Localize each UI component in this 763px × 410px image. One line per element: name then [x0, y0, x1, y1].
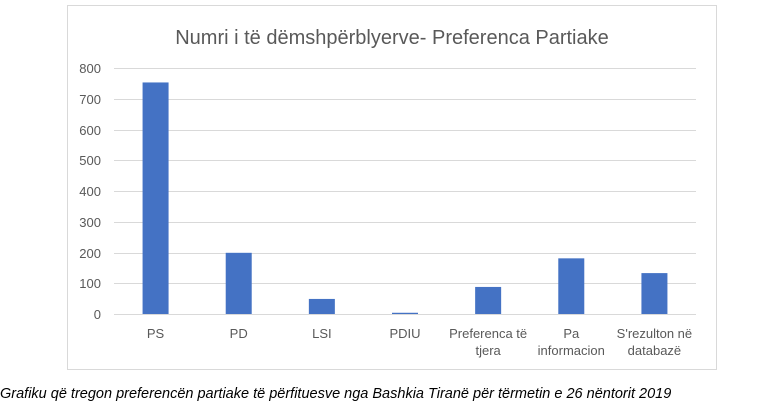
y-tick-label: 200	[79, 246, 101, 261]
bar	[558, 258, 585, 314]
bar	[475, 286, 502, 314]
bar-chart: 0 100 200 300 400 500 600 700 800 PS PD LSI PDIU Pref…	[79, 61, 696, 358]
x-tick-label: informacion	[538, 343, 605, 358]
bar	[641, 273, 668, 314]
x-tick-label: PD	[230, 326, 248, 341]
y-tick-label: 400	[79, 184, 101, 199]
y-tick-label: 0	[94, 307, 101, 322]
y-tick-label: 300	[79, 215, 101, 230]
x-tick-label: PS	[147, 326, 165, 341]
x-tick-label: tjera	[475, 343, 501, 358]
y-tick-label: 500	[79, 153, 101, 168]
chart-title: Numri i të dëmshpërblyerve- Preferenca P…	[175, 27, 609, 49]
x-tick-label: Pa	[563, 326, 580, 341]
x-tick-label: LSI	[312, 326, 332, 341]
x-tick-label: databazë	[628, 343, 682, 358]
bar	[225, 252, 252, 314]
bar	[142, 82, 169, 314]
x-tick-label: S'rezulton në	[617, 326, 692, 341]
y-tick-label: 800	[79, 61, 101, 76]
x-tick-label: PDIU	[389, 326, 420, 341]
y-tick-label: 700	[79, 92, 101, 107]
y-tick-label: 600	[79, 123, 101, 138]
chart-frame: Numri i të dëmshpërblyerve- Preferenca P…	[67, 5, 717, 370]
bar	[392, 312, 418, 314]
y-tick-label: 100	[79, 276, 101, 291]
x-tick-label: Preferenca të	[449, 326, 527, 341]
figure-caption: Grafiku që tregon preferencën partiake t…	[0, 386, 672, 402]
bar	[308, 298, 335, 314]
